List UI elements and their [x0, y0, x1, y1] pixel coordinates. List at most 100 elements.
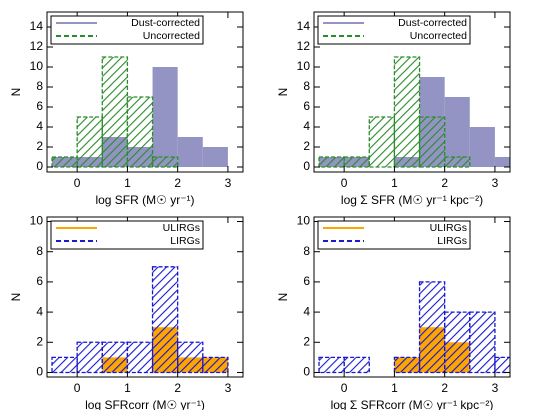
x-tick-label: 3: [492, 381, 499, 395]
histogram-bar: [494, 157, 510, 167]
y-axis-label: N: [9, 88, 23, 97]
y-tick-label: 10: [297, 214, 311, 228]
x-tick-label: 1: [391, 381, 398, 395]
y-tick-label: 10: [30, 214, 44, 228]
x-tick-label: 0: [341, 176, 348, 190]
panel: 0 1 2 3 0 2 4 6 8 10 log Σ SFRcorr (M☉ yr⁻¹ kpc⁻²)…: [276, 214, 511, 410]
y-axis-label: N: [9, 293, 23, 302]
y-tick-label: 10: [30, 59, 44, 73]
legend-frame: [50, 15, 204, 45]
histogram-bar: [318, 356, 345, 374]
x-tick-label: 1: [124, 381, 131, 395]
x-tick-label: 0: [74, 381, 81, 395]
plot-frame: [46, 11, 244, 173]
histogram-bar: [126, 96, 154, 168]
y-tick-label: 8: [36, 79, 43, 93]
y-axis-label: N: [276, 88, 290, 97]
x-tick-label: 2: [441, 381, 448, 395]
histogram-bar: [318, 156, 345, 168]
bars: [318, 281, 510, 374]
x-tick-label: 2: [174, 381, 181, 395]
y-tick-label: 14: [30, 19, 44, 33]
x-tick-label: 0: [74, 176, 81, 190]
histogram-bar: [444, 156, 471, 168]
plot-frame: [46, 216, 244, 378]
legend-label: LIRGs: [437, 235, 467, 247]
x-axis-label: log Σ SFRcorr (M☉ yr⁻¹ kpc⁻²): [331, 398, 494, 410]
legend-label: Uncorrected: [143, 30, 200, 42]
bars: [51, 56, 228, 168]
histogram-bar: [202, 147, 228, 167]
y-tick-label: 8: [303, 79, 310, 93]
y-tick-label: 2: [303, 334, 310, 348]
y-tick-label: 8: [36, 244, 43, 258]
y-tick-label: 8: [303, 244, 310, 258]
histogram-bar: [101, 56, 129, 168]
histogram-bar: [151, 266, 179, 374]
y-tick-label: 4: [303, 119, 310, 133]
y-tick-label: 6: [36, 99, 43, 113]
x-tick-label: 3: [492, 176, 499, 190]
x-axis-label: log SFRcorr (M☉ yr⁻¹): [85, 398, 205, 410]
histogram-bar: [418, 116, 446, 168]
legend-frame: [317, 15, 471, 45]
y-tick-label: 4: [303, 304, 310, 318]
y-tick-label: 12: [297, 39, 311, 53]
histogram-bar: [76, 341, 103, 374]
y-tick-label: 6: [303, 274, 310, 288]
y-tick-label: 0: [303, 365, 310, 379]
histogram-bar: [177, 341, 204, 374]
legend-frame: [50, 220, 204, 250]
x-tick-label: 3: [225, 381, 232, 395]
histogram-bar: [126, 341, 154, 374]
histogram-bar: [76, 116, 103, 168]
histogram-bar: [101, 341, 129, 374]
legend-label: Uncorrected: [410, 30, 467, 42]
histogram-bar: [444, 311, 471, 374]
histogram-bar: [343, 156, 370, 168]
bars: [51, 266, 229, 374]
histogram-bar: [469, 311, 496, 374]
histogram-bar: [469, 127, 495, 167]
histogram-bar: [177, 137, 203, 167]
y-tick-label: 6: [303, 99, 310, 113]
plot-frame: [313, 216, 511, 378]
y-tick-label: 0: [303, 159, 310, 173]
y-tick-label: 2: [36, 334, 43, 348]
y-tick-label: 4: [36, 119, 43, 133]
legend-label: Dust-corrected: [398, 17, 467, 29]
legend-label: LIRGs: [170, 235, 200, 247]
histogram-bar: [51, 156, 78, 168]
legend-label: Dust-corrected: [131, 17, 200, 29]
x-tick-label: 1: [124, 176, 131, 190]
x-tick-label: 2: [441, 176, 448, 190]
y-tick-label: 6: [36, 274, 43, 288]
histogram-bar: [368, 116, 396, 168]
legend-frame: [317, 220, 471, 250]
histogram-bar: [418, 281, 446, 374]
y-tick-label: 0: [36, 365, 43, 379]
y-tick-label: 4: [36, 304, 43, 318]
panel: 0 1 2 3 0 2 4 6 8 10 log SFRcorr (M☉ yr⁻¹) N ULIRGsL…: [9, 214, 244, 410]
y-tick-label: 12: [30, 39, 44, 53]
x-axis-label: log Σ SFR (M☉ yr⁻¹ kpc⁻²): [341, 193, 483, 207]
y-tick-label: 10: [297, 59, 311, 73]
plot-frame: [313, 11, 511, 173]
x-tick-label: 0: [341, 381, 348, 395]
histogram-bar: [51, 356, 78, 374]
histogram-bar: [343, 356, 370, 374]
y-tick-label: 14: [297, 19, 311, 33]
x-tick-label: 3: [225, 176, 232, 190]
bars: [318, 56, 510, 168]
x-tick-label: 1: [391, 176, 398, 190]
y-tick-label: 2: [36, 139, 43, 153]
histogram-bar: [152, 67, 178, 167]
histogram-bar: [202, 356, 229, 374]
y-tick-label: 0: [36, 159, 43, 173]
histogram-bar: [494, 356, 510, 374]
